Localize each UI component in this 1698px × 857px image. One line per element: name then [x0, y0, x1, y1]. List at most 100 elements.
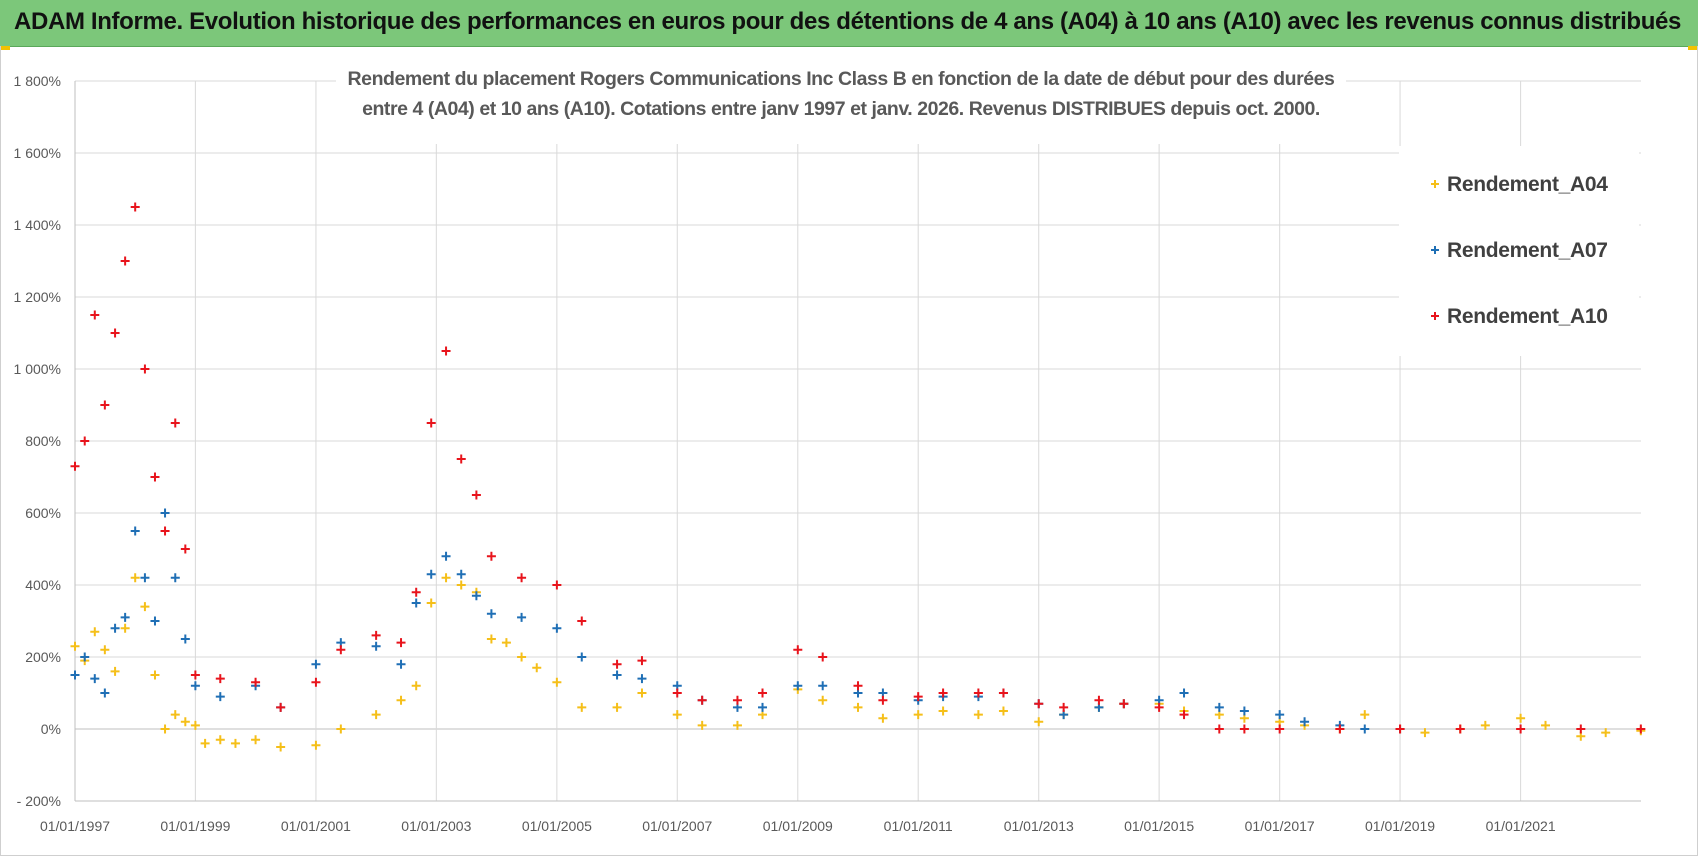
data-point [130, 573, 140, 583]
data-point [311, 740, 321, 750]
data-point [1360, 710, 1370, 720]
data-point [160, 508, 170, 518]
data-point [501, 638, 511, 648]
data-point [170, 418, 180, 428]
data-point [878, 695, 888, 705]
data-point [1480, 720, 1490, 730]
legend-label: Rendement_A10 [1447, 305, 1608, 328]
data-point [100, 400, 110, 410]
corner-marker [1688, 46, 1698, 50]
x-tick-label: 01/01/1997 [40, 818, 110, 834]
title-banner: ADAM Informe. Evolution historique des p… [0, 0, 1698, 47]
y-tick-label: 1 400% [14, 217, 61, 233]
data-point [1239, 724, 1249, 734]
chart-title-box: Rendement du placement Rogers Communicat… [336, 60, 1346, 144]
data-point [758, 688, 768, 698]
data-point [215, 674, 225, 684]
data-point [938, 688, 948, 698]
data-point [1154, 702, 1164, 712]
data-point [1300, 717, 1310, 727]
data-point [130, 202, 140, 212]
data-point [853, 702, 863, 712]
data-point [818, 681, 828, 691]
data-point [1179, 710, 1189, 720]
data-point [471, 490, 481, 500]
legend: Rendement_A04 Rendement_A07 Rendement_A10 [1399, 146, 1639, 356]
data-point [1214, 724, 1224, 734]
y-tick-label: 1 800% [14, 73, 61, 89]
data-point [1516, 724, 1526, 734]
data-point [637, 688, 647, 698]
data-point [396, 695, 406, 705]
data-point [150, 670, 160, 680]
data-point [637, 656, 647, 666]
y-tick-label: 800% [25, 433, 61, 449]
chart-title-line-1: Rendement du placement Rogers Communicat… [348, 68, 1335, 90]
data-point [276, 742, 286, 752]
data-point [140, 602, 150, 612]
data-point [577, 616, 587, 626]
data-point [311, 677, 321, 687]
data-point [411, 681, 421, 691]
data-point [70, 670, 80, 680]
data-point [732, 695, 742, 705]
data-point [120, 256, 130, 266]
data-point [411, 598, 421, 608]
data-point [1636, 724, 1646, 734]
data-point [130, 526, 140, 536]
data-point [230, 738, 240, 748]
data-point [150, 472, 160, 482]
x-tick-label: 01/01/2009 [763, 818, 833, 834]
data-point [160, 724, 170, 734]
data-point [973, 710, 983, 720]
chart-frame: - 200% 0% 200% 400% 600% 800% 1 000% 1 200% 1 40… [0, 46, 1698, 856]
data-point [426, 569, 436, 579]
x-tick-label: 01/01/2005 [522, 818, 592, 834]
x-tick-label: 01/01/2021 [1486, 818, 1556, 834]
data-point [160, 526, 170, 536]
data-point [793, 645, 803, 655]
data-point [1094, 695, 1104, 705]
x-tick-label: 01/01/2015 [1124, 818, 1194, 834]
data-point [90, 674, 100, 684]
data-point [793, 681, 803, 691]
legend-label: Rendement_A07 [1447, 239, 1608, 262]
data-point [180, 544, 190, 554]
corner-marker [0, 46, 10, 50]
data-point [913, 710, 923, 720]
chart-title-line-2: entre 4 (A04) et 10 ans (A10). Cotations… [362, 98, 1320, 120]
data-point [140, 364, 150, 374]
data-point [90, 310, 100, 320]
data-point [170, 710, 180, 720]
x-tick-label: 01/01/2011 [884, 818, 953, 834]
data-point [396, 638, 406, 648]
data-point [1034, 717, 1044, 727]
y-tick-label: 600% [25, 505, 61, 521]
data-point [371, 710, 381, 720]
data-point [1239, 706, 1249, 716]
data-point [311, 659, 321, 669]
data-point [973, 688, 983, 698]
data-point [90, 627, 100, 637]
data-point [1541, 720, 1551, 730]
data-point [1335, 724, 1345, 734]
data-point [998, 706, 1008, 716]
data-point [456, 580, 466, 590]
data-point [190, 670, 200, 680]
scatter-points [70, 202, 1646, 752]
x-tick-label: 01/01/2017 [1245, 818, 1315, 834]
data-point [1059, 702, 1069, 712]
data-point [1214, 702, 1224, 712]
data-point [80, 436, 90, 446]
data-point [818, 695, 828, 705]
data-point [552, 580, 562, 590]
data-point [441, 346, 451, 356]
x-tick-label: 01/01/2001 [281, 818, 351, 834]
data-point [396, 659, 406, 669]
data-point [110, 623, 120, 633]
data-point [672, 688, 682, 698]
data-point [1576, 724, 1586, 734]
data-point [552, 623, 562, 633]
y-tick-label: 1 200% [14, 289, 61, 305]
data-point [336, 724, 346, 734]
